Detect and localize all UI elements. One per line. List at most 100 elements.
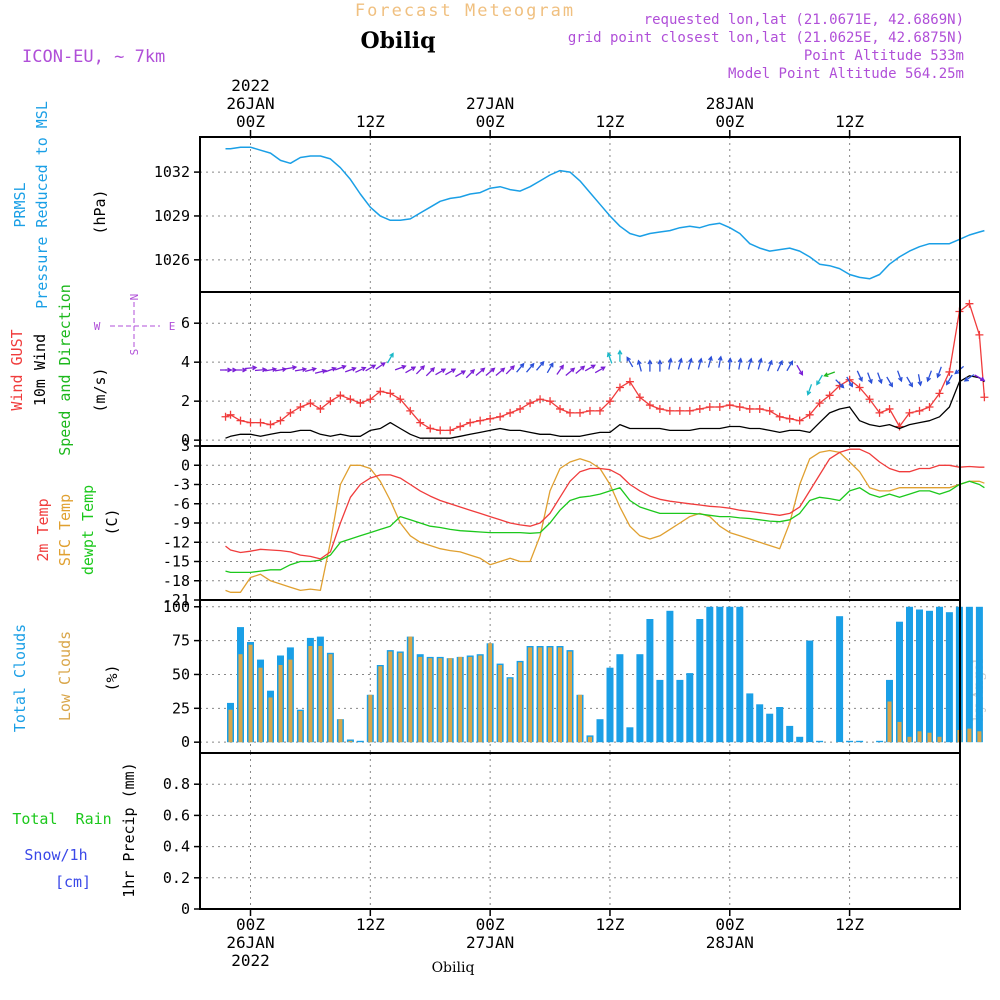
wind-direction-arrow [386, 352, 394, 364]
y-tick-label: 3 [181, 437, 190, 455]
sfctemp-line [225, 449, 985, 593]
low-cloud-bar [328, 654, 333, 743]
low-cloud-bar [398, 652, 403, 743]
total-cloud-bar [666, 610, 674, 743]
low-cloud-bar [887, 701, 892, 743]
gust-marker [635, 393, 644, 402]
gust-marker [705, 403, 714, 412]
total-cloud-bar [716, 606, 724, 743]
wind-direction-arrow [626, 356, 634, 368]
low-cloud-bar [288, 659, 293, 743]
gust-marker [855, 383, 864, 392]
gridpoint-location: grid point closest lon,lat (21.0625E, 42… [568, 30, 964, 46]
gust-marker [975, 330, 984, 339]
y-tick-label: -21 [163, 591, 190, 609]
total-cloud-bar [356, 740, 364, 743]
bottom-time-label: 12Z [596, 915, 625, 934]
gust-marker [316, 404, 325, 413]
low-cloud-bar [927, 732, 932, 743]
low-cloud-bar [897, 721, 902, 743]
total-cloud-bar [616, 654, 624, 743]
y-tick-label: 0 [181, 733, 190, 751]
y-tick-label: 100 [163, 598, 190, 616]
gust-marker [256, 418, 265, 427]
wind-direction-arrow [235, 367, 248, 373]
bottom-time-label: 00Z [715, 915, 744, 934]
gust-marker [336, 391, 345, 400]
low-clouds-label: Low Clouds [56, 631, 74, 721]
bottom-time-label: 12Z [835, 915, 864, 934]
gust-marker [426, 424, 435, 433]
total-cloud-bar [646, 619, 654, 743]
total-cloud-bar [975, 606, 983, 743]
gust-marker [226, 410, 235, 419]
gust-marker [725, 401, 734, 410]
panel-frame [199, 752, 961, 910]
wind-direction-arrow [505, 365, 515, 375]
compass-rose: N S W E [94, 294, 176, 356]
temp2m-line [225, 448, 985, 560]
y-tick-label: -6 [172, 495, 190, 513]
bottom-time-label: 00Z [236, 915, 265, 934]
gust-marker [745, 404, 754, 413]
wind-direction-arrow [244, 365, 258, 371]
wind-direction-arrow [485, 367, 496, 376]
pressure-unit-label: (hPa) [91, 189, 109, 234]
pressure-line [225, 146, 985, 280]
dewpt-line [225, 480, 985, 574]
gust-marker [945, 367, 954, 376]
y-tick-label: 0.2 [163, 869, 190, 887]
low-cloud-bar [498, 665, 503, 743]
low-cloud-bar [378, 666, 383, 743]
gust-marker [815, 399, 824, 408]
snow-label: Snow/1h [24, 846, 87, 864]
total-cloud-bar [606, 667, 614, 743]
top-time-label: 27JAN [466, 94, 514, 113]
gust-marker [695, 404, 704, 413]
bottom-time-label: 28JAN [706, 933, 754, 952]
grid-layer [200, 137, 960, 910]
wind-direction-arrow [906, 376, 913, 388]
low-cloud-bar [558, 647, 562, 743]
total-cloud-bar [736, 606, 744, 743]
wind-direction-arrow [225, 367, 238, 373]
wind-direction-arrow [274, 367, 288, 373]
wind-direction-arrow [806, 384, 813, 396]
wind-direction-arrow [657, 359, 663, 372]
wind-direction-arrow [284, 365, 298, 371]
total-cloud-bar [776, 707, 784, 743]
y-tick-label: 25 [172, 699, 190, 717]
total-clouds-label: Total Clouds [11, 624, 29, 732]
wind-direction-arrow [737, 357, 743, 370]
total-cloud-bar [796, 736, 804, 743]
gust-marker [665, 406, 674, 415]
wind-direction-arrow [304, 366, 318, 373]
low-cloud-bar [438, 658, 443, 743]
low-cloud-bar [548, 647, 552, 743]
wind-direction-arrow [264, 367, 278, 373]
temp2m-label: 2m Temp [34, 498, 52, 561]
wind-direction-arrow [926, 370, 933, 383]
low-cloud-bar [967, 728, 972, 743]
y-tick-label: 0 [181, 431, 190, 449]
gust-marker [436, 426, 445, 435]
requested-location: requested lon,lat (21.0671E, 42.6869N) [644, 12, 964, 28]
low-cloud-bar [568, 651, 572, 743]
total-cloud-bar [746, 693, 754, 743]
precip-unit-label: 1hr Precip (mm) [120, 762, 138, 897]
wind-direction-arrow [495, 367, 506, 376]
model-altitude: Model Point Altitude 564.25m [728, 66, 964, 82]
low-cloud-bar [278, 665, 283, 743]
chart-title: Forecast Meteogram [355, 1, 575, 21]
gust-marker [396, 395, 405, 404]
dewpt-label: dewpt Temp [79, 485, 97, 575]
low-cloud-bar [917, 731, 922, 743]
compass-e: E [169, 320, 176, 333]
low-cloud-bar [478, 655, 483, 743]
wind-direction-arrow [546, 362, 554, 374]
low-cloud-bar [538, 647, 543, 743]
gust-marker [416, 418, 425, 427]
gust-marker [276, 416, 285, 425]
low-cloud-bar [348, 740, 353, 743]
low-cloud-bar [488, 643, 493, 743]
